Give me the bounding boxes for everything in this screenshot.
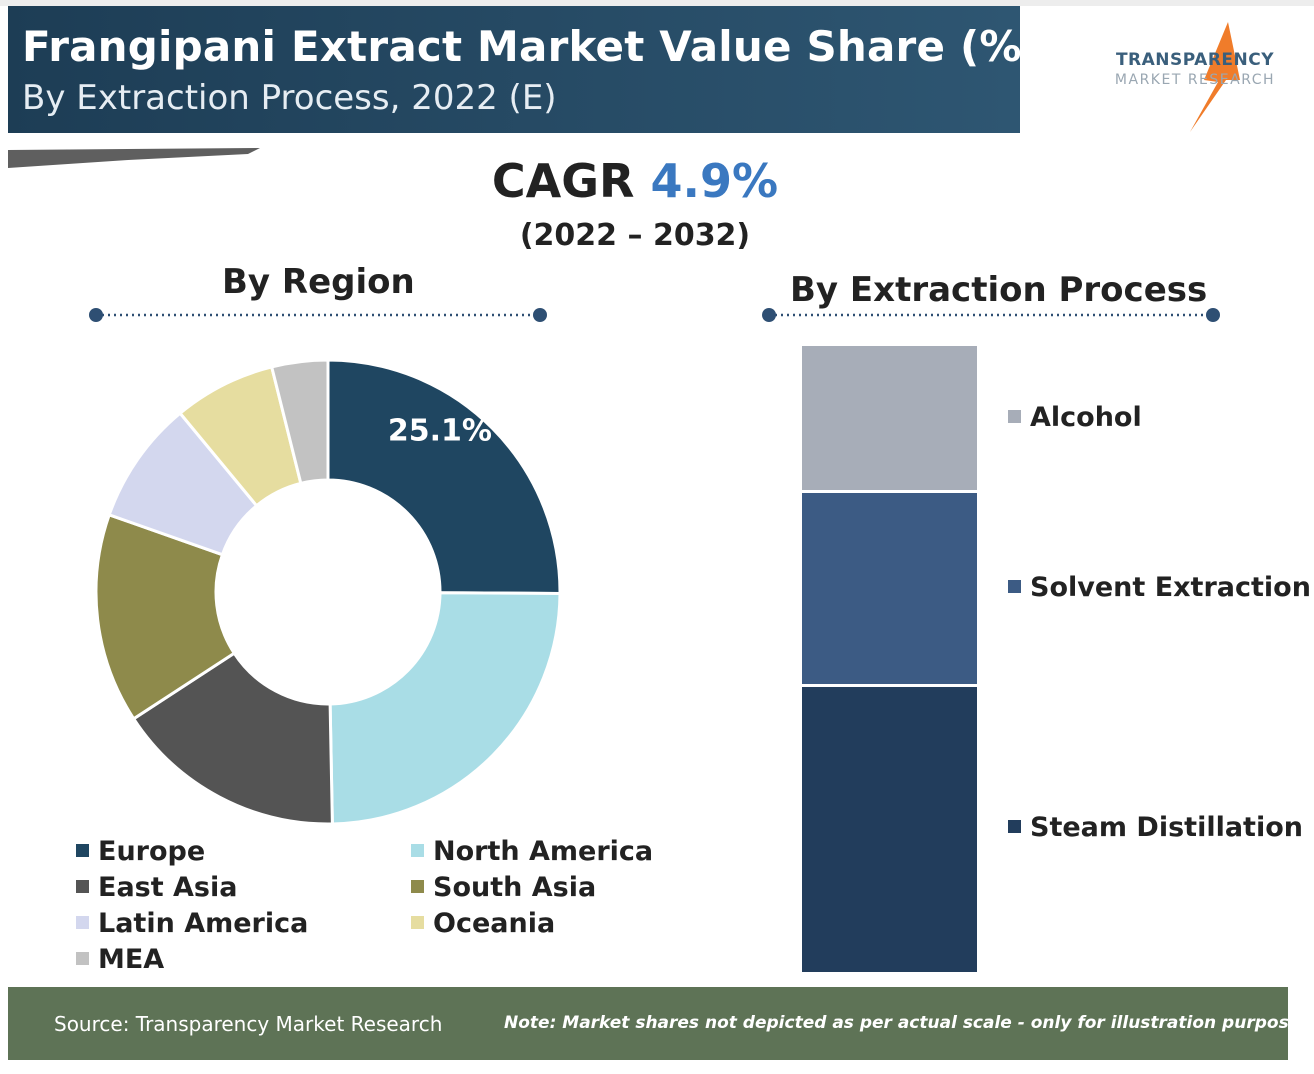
legend-label-alcohol: Alcohol bbox=[1030, 401, 1142, 433]
cagr-heading: CAGR 4.9% bbox=[0, 154, 1270, 208]
legend-item-europe: Europe bbox=[76, 836, 205, 867]
page-subtitle: By Extraction Process, 2022 (E) bbox=[22, 78, 557, 118]
donut-slice-mea bbox=[269, 360, 330, 486]
donut-slice-east-asia bbox=[131, 651, 334, 824]
source-text: Source: Transparency Market Research bbox=[54, 1012, 443, 1036]
legend-item-steam-distillation: Steam Distillation bbox=[1008, 812, 1303, 843]
legend-swatch-europe bbox=[76, 844, 89, 857]
donut-slice-north-america bbox=[328, 591, 560, 824]
legend-swatch-mea bbox=[76, 952, 89, 965]
region-donut-chart: 25.1% bbox=[96, 360, 560, 824]
legend-item-solvent-extraction: Solvent Extraction bbox=[1008, 572, 1311, 603]
logo: TRANSPARENCY MARKET RESEARCH bbox=[1100, 10, 1290, 135]
cagr-label: CAGR bbox=[491, 154, 635, 208]
legend-label-europe: Europe bbox=[98, 836, 206, 867]
legend-item-latin-america: Latin America bbox=[76, 908, 308, 939]
legend-swatch-alcohol bbox=[1008, 409, 1021, 423]
bar-segment-steam-distillation bbox=[802, 687, 977, 972]
legend-label-mea: MEA bbox=[98, 944, 165, 975]
header-swoosh bbox=[8, 148, 260, 168]
donut-slice-south-asia bbox=[96, 512, 237, 721]
legend-label-solvent-extraction: Solvent Extraction bbox=[1030, 572, 1311, 604]
page-title: Frangipani Extract Market Value Share (%… bbox=[22, 22, 1042, 71]
legend-item-south-asia: South Asia bbox=[411, 872, 596, 903]
region-chart-title: By Region bbox=[222, 262, 415, 302]
legend-item-north-america: North America bbox=[411, 836, 653, 867]
legend-label-north-america: North America bbox=[433, 836, 654, 867]
legend-label-latin-america: Latin America bbox=[98, 908, 309, 939]
bar-segment-solvent-extraction bbox=[802, 493, 977, 685]
cagr-period: (2022 – 2032) bbox=[519, 218, 751, 253]
cagr-value: 4.9% bbox=[650, 154, 779, 208]
legend-label-south-asia: South Asia bbox=[433, 872, 597, 903]
data-label-europe: 25.1% bbox=[388, 413, 492, 448]
legend-swatch-north-america bbox=[411, 844, 424, 857]
legend-swatch-east-asia bbox=[76, 880, 89, 893]
top-strip bbox=[0, 0, 1314, 6]
legend-swatch-latin-america bbox=[76, 916, 89, 929]
legend-item-mea: MEA bbox=[76, 944, 164, 975]
legend-swatch-south-asia bbox=[411, 880, 424, 893]
process-stacked-bar bbox=[802, 346, 977, 972]
footer-banner: Source: Transparency Market Research Not… bbox=[8, 987, 1310, 1060]
legend-label-steam-distillation: Steam Distillation bbox=[1030, 811, 1303, 843]
legend-label-east-asia: East Asia bbox=[98, 872, 238, 903]
region-title-divider bbox=[89, 308, 547, 322]
process-chart-title: By Extraction Process bbox=[790, 270, 1208, 310]
logo-text-primary: TRANSPARENCY bbox=[1115, 50, 1275, 70]
legend-swatch-oceania bbox=[411, 916, 424, 929]
note-text: Note: Market shares not depicted as per … bbox=[504, 1013, 1311, 1033]
legend-item-oceania: Oceania bbox=[411, 908, 555, 939]
legend-swatch-solvent-extraction bbox=[1008, 580, 1021, 594]
legend-item-east-asia: East Asia bbox=[76, 872, 237, 903]
process-title-divider bbox=[762, 308, 1220, 322]
donut-slice-europe bbox=[326, 360, 560, 595]
header-banner: Frangipani Extract Market Value Share (%… bbox=[8, 6, 1041, 133]
legend-item-alcohol: Alcohol bbox=[1008, 402, 1142, 433]
legend-swatch-steam-distillation bbox=[1008, 819, 1021, 833]
legend-label-oceania: Oceania bbox=[433, 908, 556, 939]
bar-segment-alcohol bbox=[802, 346, 977, 491]
logo-arrow-icon bbox=[1190, 22, 1240, 132]
logo-text-secondary: MARKET RESEARCH bbox=[1114, 72, 1276, 88]
